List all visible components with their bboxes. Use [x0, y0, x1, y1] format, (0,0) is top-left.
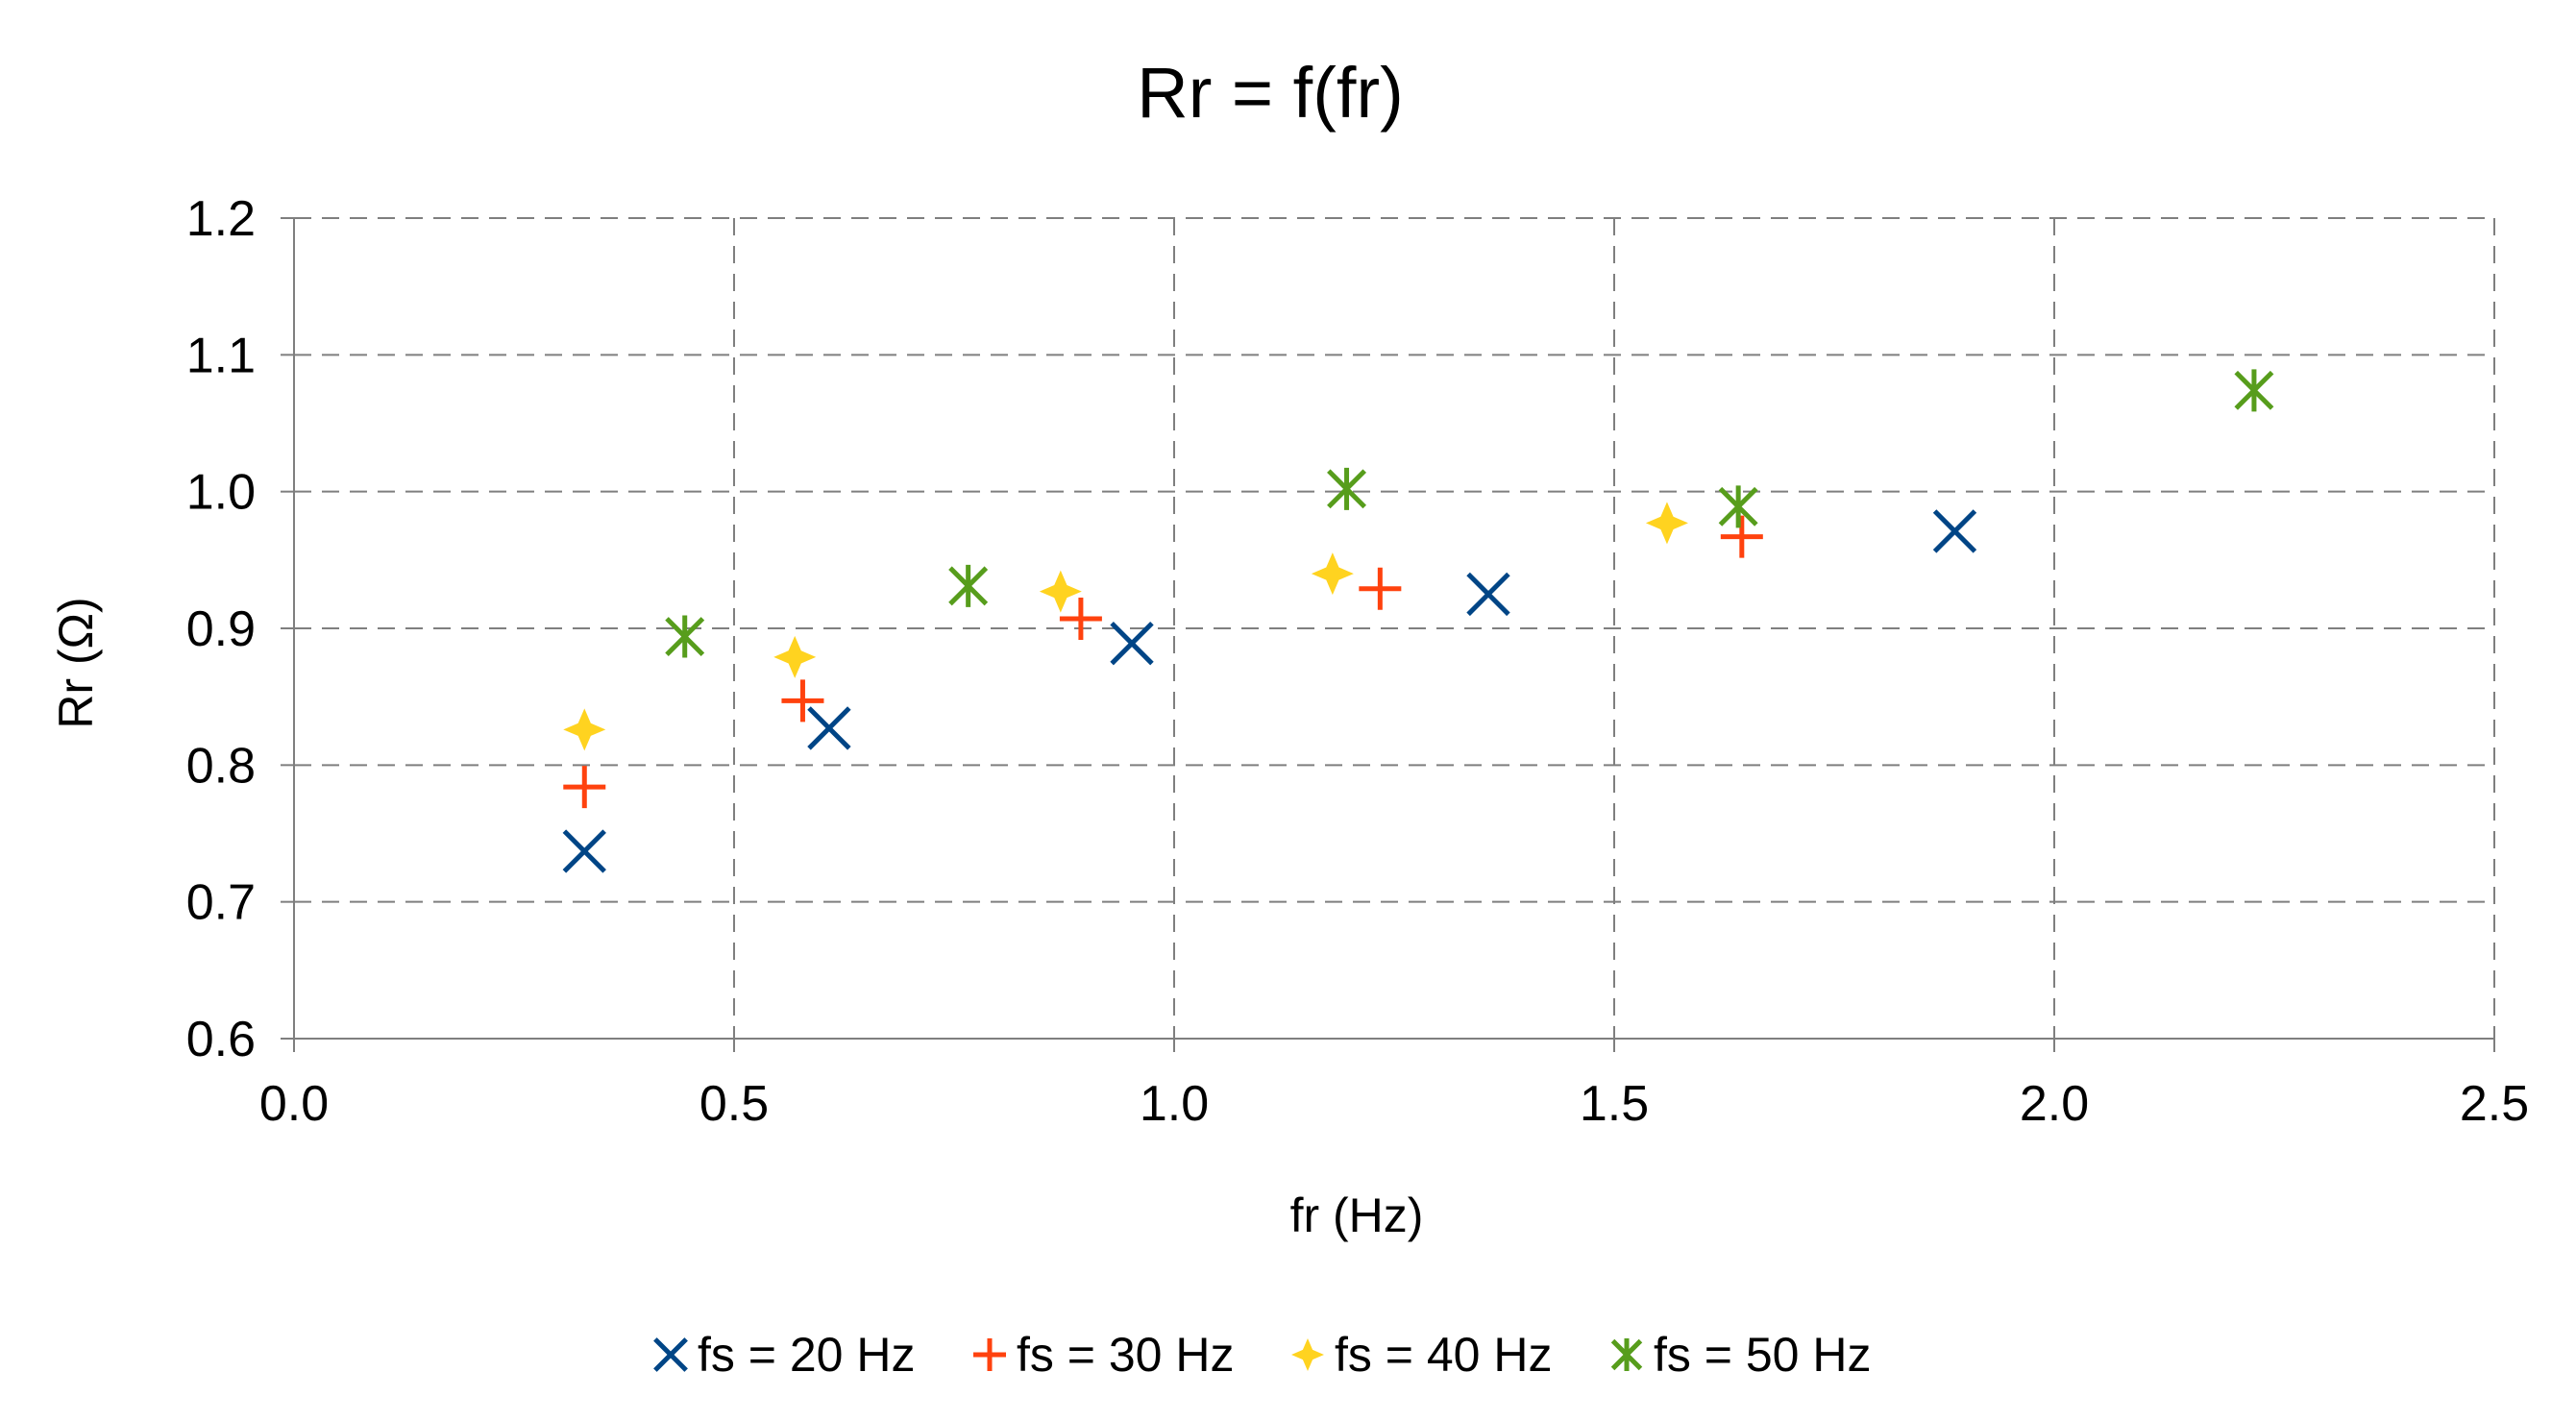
data-point: [1645, 502, 1688, 545]
legend-label: fs = 20 Hz: [698, 1328, 916, 1382]
data-point: [1311, 552, 1354, 596]
legend-label: fs = 50 Hz: [1654, 1328, 1872, 1382]
legend-item: fs = 20 Hz: [653, 1328, 916, 1382]
series-4: [665, 369, 2274, 658]
data-point: [1718, 485, 1758, 528]
chart-title: Rr = f(fr): [1137, 53, 1403, 133]
data-point: [807, 706, 851, 750]
data-point: [1720, 515, 1763, 558]
data-point: [781, 679, 824, 723]
data-point: [563, 766, 606, 809]
legend-item: fs = 50 Hz: [1610, 1328, 1872, 1382]
data-point: [1039, 570, 1082, 613]
data-point: [665, 615, 705, 658]
legend-label: fs = 30 Hz: [1017, 1328, 1235, 1382]
axes: 0.6 0.7 0.8 0.9 1.0 1.1 1.2 0.0 0.5 1.0 1.5 2.0 2.5: [186, 191, 2529, 1132]
x-tick-label: 2.5: [2460, 1076, 2529, 1132]
data-point: [1110, 621, 1154, 666]
y-tick-label: 1.2: [186, 191, 256, 247]
y-tick-label: 1.0: [186, 465, 256, 521]
data-point: [1059, 598, 1102, 641]
data-point: [948, 564, 989, 607]
data-point: [563, 708, 606, 751]
y-tick-label: 0.9: [186, 601, 256, 657]
legend-marker: [1610, 1338, 1643, 1371]
x-tick-label: 1.5: [1580, 1076, 1649, 1132]
x-tick-label: 1.0: [1140, 1076, 1209, 1132]
y-tick-label: 0.7: [186, 875, 256, 931]
x-tick-label: 2.0: [2020, 1076, 2089, 1132]
x-axis-title: fr (Hz): [1290, 1188, 1424, 1242]
series-1: [562, 509, 1977, 873]
legend-item: fs = 30 Hz: [973, 1328, 1235, 1382]
legend-marker: [653, 1337, 688, 1372]
data-point: [1932, 509, 1977, 553]
legend-marker: [1291, 1338, 1324, 1371]
series-3: [563, 502, 1688, 751]
legend: fs = 20 Hz fs = 30 Hz fs = 40 Hz fs = 50 Hz: [653, 1328, 1872, 1382]
grid: [294, 217, 2495, 1039]
data-point: [773, 635, 817, 678]
y-tick-label: 1.1: [186, 328, 256, 383]
legend-item: fs = 40 Hz: [1291, 1328, 1553, 1382]
x-tick-label: 0.0: [259, 1076, 329, 1132]
series-2: [563, 515, 1763, 809]
data-point: [2234, 369, 2274, 412]
legend-marker: [973, 1338, 1006, 1371]
data-point: [1466, 572, 1510, 617]
y-tick-label: 0.8: [186, 738, 256, 794]
y-axis-title: Rr (Ω): [49, 597, 103, 728]
x-tick-label: 0.5: [699, 1076, 769, 1132]
y-tick-label: 0.6: [186, 1012, 256, 1067]
data-point: [562, 829, 606, 873]
data-points: [562, 369, 2274, 873]
legend-label: fs = 40 Hz: [1335, 1328, 1553, 1382]
data-point: [1359, 567, 1402, 610]
data-point: [1327, 467, 1367, 510]
